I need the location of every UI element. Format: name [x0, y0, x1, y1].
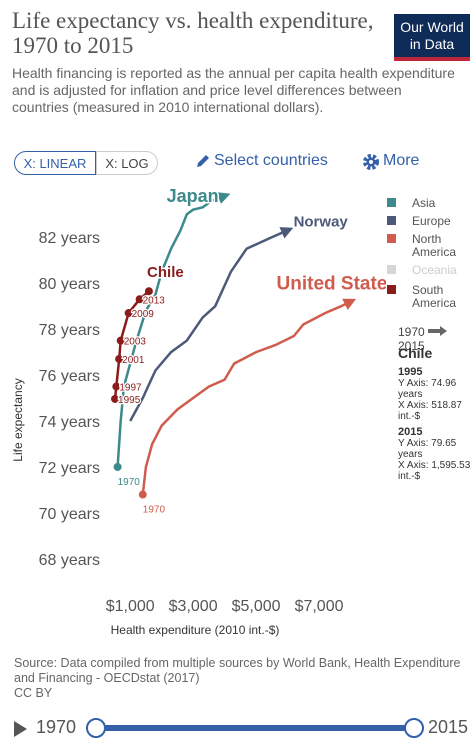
- point-label: 2001: [122, 355, 145, 366]
- point-label: 2009: [132, 309, 155, 320]
- legend-swatch: [387, 198, 396, 207]
- tooltip-line: X Axis: 518.87 int.-$: [398, 400, 462, 422]
- y-tick-label: 70 years: [39, 506, 100, 523]
- legend-label: North America: [412, 232, 457, 259]
- chart-title: Life expectancy vs. health expenditure, …: [12, 8, 374, 58]
- x-axis-title: Health expenditure (2010 int.-$): [111, 623, 280, 637]
- series-line: [129, 227, 294, 422]
- logo[interactable]: Our World in Data: [394, 14, 470, 61]
- legend-swatch: [387, 234, 396, 243]
- period-start: 1970: [398, 325, 425, 339]
- pencil-icon: [197, 155, 209, 167]
- point: [144, 287, 153, 296]
- legend-item: North America: [387, 233, 474, 259]
- legend-label: Europe: [412, 214, 451, 228]
- legend-swatch: [387, 216, 396, 225]
- log-button[interactable]: X: LOG: [96, 151, 158, 175]
- linear-button[interactable]: X: LINEAR: [14, 151, 96, 175]
- legend-label: South America: [412, 283, 457, 310]
- series-name: Japan: [167, 186, 219, 206]
- timeline-handle[interactable]: [86, 718, 106, 738]
- tooltip-year: 1995: [398, 366, 423, 378]
- legend-item: Oceania: [387, 264, 474, 277]
- tooltip-country: Chile: [398, 345, 433, 361]
- tooltip-entry: 2015 Y Axis: 79.65 years X Axis: 1,595.53 …: [398, 426, 472, 483]
- license[interactable]: CC BY: [14, 686, 53, 700]
- point: [116, 336, 125, 345]
- series-name: Chile: [147, 264, 184, 281]
- select-countries[interactable]: Select countries: [214, 152, 328, 169]
- legend-label: Oceania: [412, 263, 457, 277]
- y-tick-label: 78 years: [39, 322, 100, 339]
- legend-swatch: [387, 285, 396, 294]
- tooltip-year: 2015: [398, 426, 423, 438]
- point-label: 2013: [143, 295, 166, 306]
- y-tick-label: 80 years: [39, 276, 100, 293]
- point: [115, 354, 124, 363]
- series-line: [116, 192, 231, 468]
- timeline-track[interactable]: [96, 725, 412, 731]
- tooltip-line: Y Axis: 79.65 years: [398, 438, 457, 460]
- series-name: Norway: [294, 213, 349, 230]
- period-end: 2015: [398, 339, 425, 353]
- series-name: United States: [277, 274, 386, 295]
- point-label: 1997: [119, 383, 142, 394]
- point: [111, 394, 120, 403]
- point-label: 2003: [124, 337, 147, 348]
- point: [124, 309, 133, 318]
- y-tick-label: 68 years: [39, 552, 100, 569]
- point: [112, 382, 121, 391]
- timeline-end: 2015: [428, 717, 469, 737]
- y-axis-title: Life expectancy: [11, 378, 25, 461]
- y-tick-label: 82 years: [39, 230, 100, 247]
- point-label: 1995: [118, 395, 141, 406]
- tooltip-line: X Axis: 1,595.53 int.-$: [398, 460, 471, 482]
- more-button[interactable]: More: [383, 152, 420, 169]
- x-tick-label: $3,000: [169, 598, 218, 615]
- chart-subtitle: Health financing is reported as the annu…: [12, 65, 455, 115]
- legend-item: Europe: [387, 215, 474, 228]
- y-tick-label: 72 years: [39, 460, 100, 477]
- tooltip-line: Y Axis: 74.96 years: [398, 378, 457, 400]
- y-tick-label: 76 years: [39, 368, 100, 385]
- y-tick-label: 74 years: [39, 414, 100, 431]
- gear-icon: [363, 154, 379, 170]
- x-tick-label: $1,000: [106, 598, 155, 615]
- point: [113, 462, 122, 471]
- timeline-handle[interactable]: [404, 718, 424, 738]
- tooltip-entry: 1995 Y Axis: 74.96 years X Axis: 518.87 in…: [398, 366, 472, 423]
- point: [135, 295, 144, 304]
- play-button[interactable]: [10, 718, 32, 740]
- x-tick-label: $7,000: [295, 598, 344, 615]
- source-text: Source: Data compiled from multiple sour…: [14, 656, 461, 685]
- arrow-icon: [428, 326, 448, 336]
- logo-line: in Data: [409, 36, 455, 52]
- tooltip: Chile 1995 Y Axis: 74.96 years X Axis: 518.…: [398, 345, 472, 487]
- series-line: [141, 298, 357, 495]
- legend-label: Asia: [412, 196, 436, 210]
- point-label: 1970: [143, 505, 166, 516]
- point: [138, 490, 147, 499]
- period: 1970 2015: [398, 325, 474, 353]
- legend-item: South America: [387, 284, 474, 310]
- point-label: 1970: [118, 477, 141, 488]
- logo-line: Our World: [400, 19, 464, 35]
- timeline-start: 1970: [36, 717, 77, 737]
- legend-swatch: [387, 265, 396, 274]
- source: Source: Data compiled from multiple sour…: [14, 656, 464, 701]
- legend-item: Asia: [387, 197, 474, 210]
- chart: Life expectancy Health expenditure (2010…: [11, 185, 386, 637]
- x-tick-label: $5,000: [232, 598, 281, 615]
